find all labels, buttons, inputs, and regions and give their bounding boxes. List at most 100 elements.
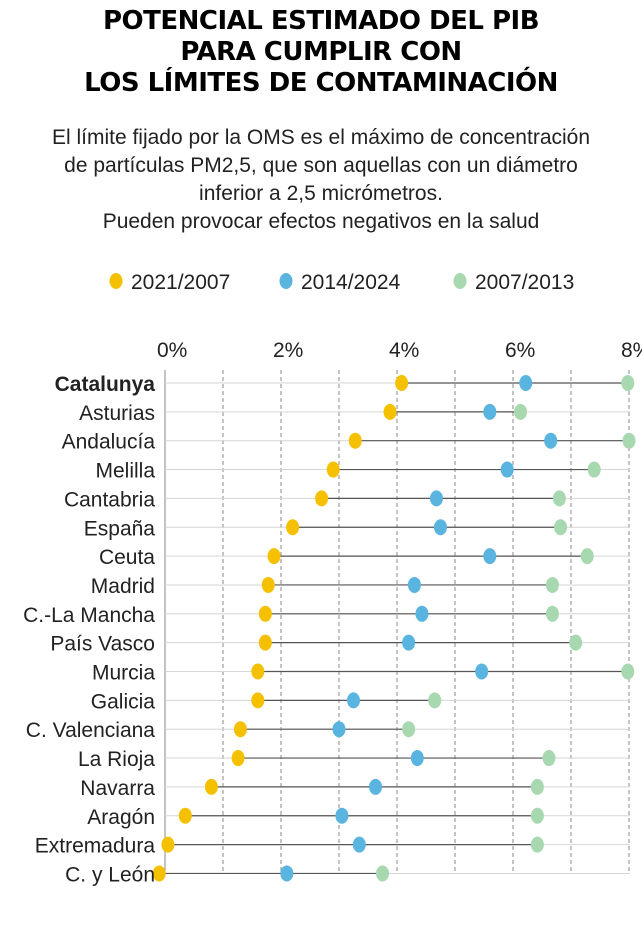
data-point [552, 490, 566, 507]
data-point [587, 461, 601, 478]
category-label: Asturias [79, 402, 155, 425]
data-point [258, 605, 272, 622]
category-label: Aragón [87, 806, 155, 829]
data-point [530, 807, 544, 824]
category-label: Extremadura [35, 835, 156, 858]
data-point [395, 375, 409, 391]
x-tick-label: 4% [389, 339, 419, 362]
data-point [410, 750, 424, 767]
title-line: LOS LÍMITES DE CONTAMINACIÓN [84, 68, 558, 98]
data-point [335, 807, 349, 824]
subtitle-line: El límite fijado por la OMS es el máximo… [51, 126, 591, 149]
category-row: Madrid [91, 575, 630, 598]
category-row: Navarra [80, 777, 630, 800]
data-point [152, 865, 166, 882]
legend-marker [279, 273, 293, 289]
legend-label: 2021/2007 [131, 271, 230, 294]
x-tick-label: 8% [621, 339, 642, 362]
data-point [258, 634, 272, 651]
chart-title: POTENCIAL ESTIMADO DEL PIB PARA CUMPLIR … [0, 6, 642, 99]
category-row: España [84, 517, 630, 540]
category-label: Catalunya [55, 373, 156, 396]
category-row: Catalunya [55, 373, 635, 396]
data-point [402, 721, 416, 738]
data-point [178, 807, 192, 824]
legend: 2021/2007 2014/2024 2007/2013 [109, 271, 574, 294]
category-row: Cantabria [64, 488, 630, 511]
data-point [347, 692, 360, 709]
x-axis-ticks: 0% 2% 4% 6% 8% [157, 339, 642, 362]
data-point [428, 692, 442, 709]
category-row: Asturias [79, 402, 630, 425]
data-point [251, 692, 265, 709]
x-tick-label: 0% [157, 339, 187, 362]
data-point [475, 663, 489, 680]
data-point [267, 548, 281, 565]
category-label: C. y León [65, 863, 155, 886]
data-point [315, 490, 329, 507]
legend-item: 2014/2024 [279, 271, 401, 294]
category-row: Galicia [91, 690, 630, 713]
category-label: Navarra [80, 777, 155, 800]
data-point [429, 490, 443, 507]
data-point [434, 519, 447, 536]
category-row: País Vasco [50, 633, 630, 656]
x-tick-label: 2% [273, 339, 303, 362]
category-label: La Rioja [78, 748, 155, 771]
data-point [161, 836, 175, 853]
category-row: Ceuta [99, 546, 630, 569]
category-label: C. Valenciana [26, 719, 156, 742]
legend-marker [109, 273, 123, 289]
category-row: Extremadura [35, 835, 630, 858]
data-point [326, 461, 340, 478]
data-point [621, 663, 635, 680]
data-point [514, 403, 528, 420]
data-point [483, 403, 497, 420]
grid [164, 370, 630, 872]
legend-item: 2007/2013 [453, 271, 574, 294]
data-point [402, 634, 416, 651]
data-point [580, 548, 594, 565]
plot-rows: Catalunya Asturias Andalucía Melilla Cantabr… [23, 373, 636, 886]
data-point [544, 432, 558, 449]
category-label: País Vasco [50, 633, 155, 656]
data-point [352, 836, 366, 853]
category-row: Melilla [95, 460, 630, 483]
data-point [231, 750, 245, 767]
data-point [407, 576, 421, 593]
data-point [286, 519, 300, 536]
category-label: Galicia [91, 690, 156, 713]
data-point [500, 461, 514, 478]
data-point [383, 403, 397, 420]
legend-marker [453, 273, 467, 289]
legend-item: 2021/2007 [109, 271, 230, 294]
data-point [569, 634, 583, 651]
legend-label: 2007/2013 [475, 271, 574, 294]
category-label: C.-La Mancha [23, 604, 155, 627]
category-row: Andalucía [62, 431, 636, 454]
category-label: Murcia [92, 662, 155, 685]
data-point [251, 663, 265, 680]
category-row: C.-La Mancha [23, 604, 630, 627]
x-tick-label: 6% [505, 339, 535, 362]
category-label: Andalucía [62, 431, 156, 454]
data-point [530, 778, 544, 795]
data-point [545, 605, 559, 622]
data-point [554, 519, 568, 536]
data-point [233, 721, 247, 738]
data-point [622, 432, 636, 449]
subtitle-line: inferior a 2,5 micrómetros. [199, 182, 443, 205]
data-point [542, 750, 556, 767]
category-row: C. Valenciana [26, 719, 630, 742]
chart-subtitle: El límite fijado por la OMS es el máximo… [0, 124, 642, 236]
data-point [332, 721, 346, 738]
category-row: Aragón [87, 806, 630, 829]
data-point [621, 375, 635, 391]
data-point [261, 576, 275, 593]
category-row: C. y León [65, 863, 630, 886]
category-label: Madrid [91, 575, 155, 598]
data-point [348, 432, 362, 449]
data-point [519, 375, 533, 391]
category-label: España [84, 517, 156, 540]
